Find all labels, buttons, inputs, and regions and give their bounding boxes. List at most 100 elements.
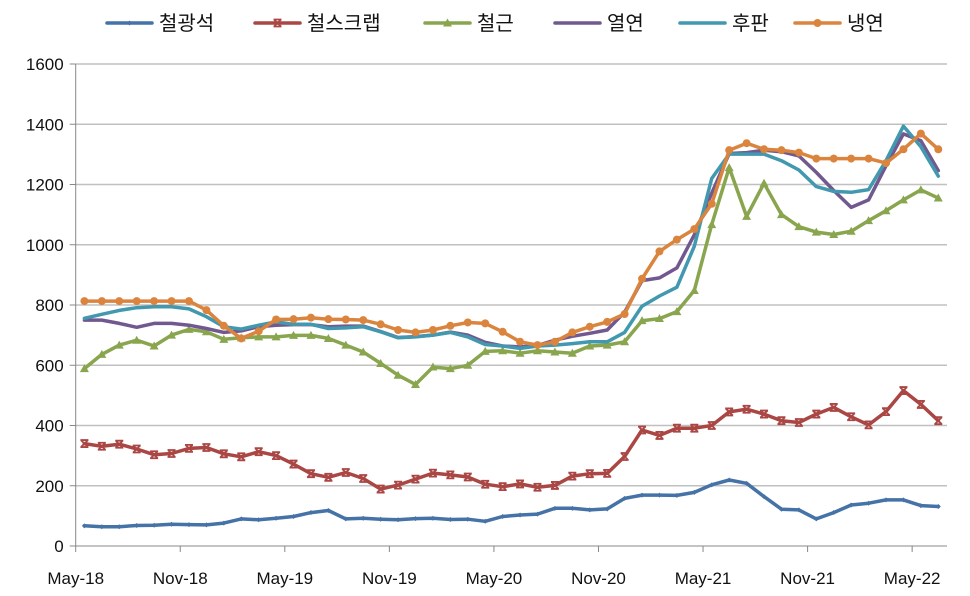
data-point xyxy=(306,469,316,479)
gridlines xyxy=(75,63,947,487)
data-point xyxy=(918,503,924,509)
data-point xyxy=(127,20,132,26)
data-point xyxy=(742,404,751,414)
data-point xyxy=(324,315,333,324)
data-point xyxy=(532,346,542,355)
y-tick-label: 200 xyxy=(35,477,63,496)
data-point xyxy=(500,513,506,519)
data-point xyxy=(325,507,331,513)
data-point xyxy=(725,407,734,417)
data-point xyxy=(812,409,821,419)
data-point xyxy=(79,364,89,373)
data-point xyxy=(465,516,471,522)
data-point xyxy=(428,362,438,371)
legend-label: 철스크랩 xyxy=(307,11,381,35)
series-lines xyxy=(79,124,943,530)
data-point xyxy=(341,315,350,324)
data-point xyxy=(498,327,507,336)
data-point xyxy=(585,322,594,331)
data-point xyxy=(655,431,664,440)
data-point xyxy=(864,420,873,430)
data-point xyxy=(184,324,194,333)
y-tick-label: 800 xyxy=(35,296,63,315)
x-tick-label: May-18 xyxy=(47,569,104,588)
data-point xyxy=(254,447,263,457)
data-point xyxy=(587,507,593,513)
y-tick-label: 1400 xyxy=(26,115,64,134)
legend-item: 후판 xyxy=(678,11,769,35)
y-tick-label: 1200 xyxy=(26,176,64,195)
data-point xyxy=(256,517,262,523)
y-tick-label: 0 xyxy=(54,537,63,556)
data-point xyxy=(899,145,908,154)
data-point xyxy=(517,512,523,518)
data-point xyxy=(567,348,577,357)
data-point xyxy=(655,247,664,256)
data-point xyxy=(516,337,525,346)
data-point xyxy=(132,444,141,454)
data-point xyxy=(306,330,316,339)
data-point xyxy=(254,327,263,336)
data-point xyxy=(882,159,891,168)
legend: 철광석 철스크랩 철근 열연 후판 냉연 xyxy=(105,11,884,35)
data-point xyxy=(167,449,176,458)
data-point xyxy=(899,386,908,395)
data-point xyxy=(689,286,699,295)
data-point xyxy=(324,472,333,482)
data-point xyxy=(603,468,612,478)
data-point xyxy=(864,216,874,225)
data-point xyxy=(203,522,209,528)
data-point xyxy=(151,522,157,528)
data-point xyxy=(898,195,908,204)
data-point xyxy=(428,468,438,478)
data-point xyxy=(150,297,159,306)
data-point xyxy=(707,199,716,208)
data-point xyxy=(672,307,682,316)
data-point xyxy=(691,489,697,495)
data-point xyxy=(569,505,575,511)
data-point xyxy=(846,226,856,235)
data-point xyxy=(447,516,453,522)
data-point xyxy=(395,517,401,523)
data-point xyxy=(534,511,540,517)
series-line xyxy=(82,478,941,529)
data-point xyxy=(794,148,803,157)
data-point xyxy=(97,441,106,451)
data-point xyxy=(273,18,282,28)
data-point xyxy=(115,439,124,449)
data-point xyxy=(794,418,804,427)
legend-label: 냉연 xyxy=(847,11,884,35)
data-point xyxy=(848,502,854,508)
data-point xyxy=(237,334,246,343)
data-point xyxy=(672,423,682,433)
y-tick-label: 1600 xyxy=(26,55,64,74)
data-point xyxy=(360,515,366,521)
y-tick-label: 1000 xyxy=(26,236,64,255)
data-point xyxy=(167,330,177,339)
data-point xyxy=(237,452,246,462)
data-point xyxy=(482,518,488,524)
data-point xyxy=(690,423,699,433)
data-point xyxy=(498,482,507,492)
data-point xyxy=(707,421,716,430)
data-point xyxy=(760,145,769,154)
data-point xyxy=(881,407,891,417)
data-point xyxy=(744,480,750,486)
data-point xyxy=(881,206,891,215)
data-point xyxy=(116,524,122,530)
x-tick-label: Nov-18 xyxy=(153,569,208,588)
data-point xyxy=(883,497,889,503)
legend-label: 철근 xyxy=(477,11,514,35)
data-point xyxy=(794,222,804,231)
data-point xyxy=(186,522,192,528)
data-point xyxy=(778,506,784,512)
data-point xyxy=(273,515,279,521)
data-point xyxy=(916,185,926,194)
data-point xyxy=(637,425,647,435)
data-point xyxy=(933,193,943,202)
data-point xyxy=(376,320,385,329)
x-tick-label: May-21 xyxy=(675,569,732,588)
data-point xyxy=(411,380,421,389)
data-point xyxy=(445,364,455,373)
data-point xyxy=(428,326,437,335)
